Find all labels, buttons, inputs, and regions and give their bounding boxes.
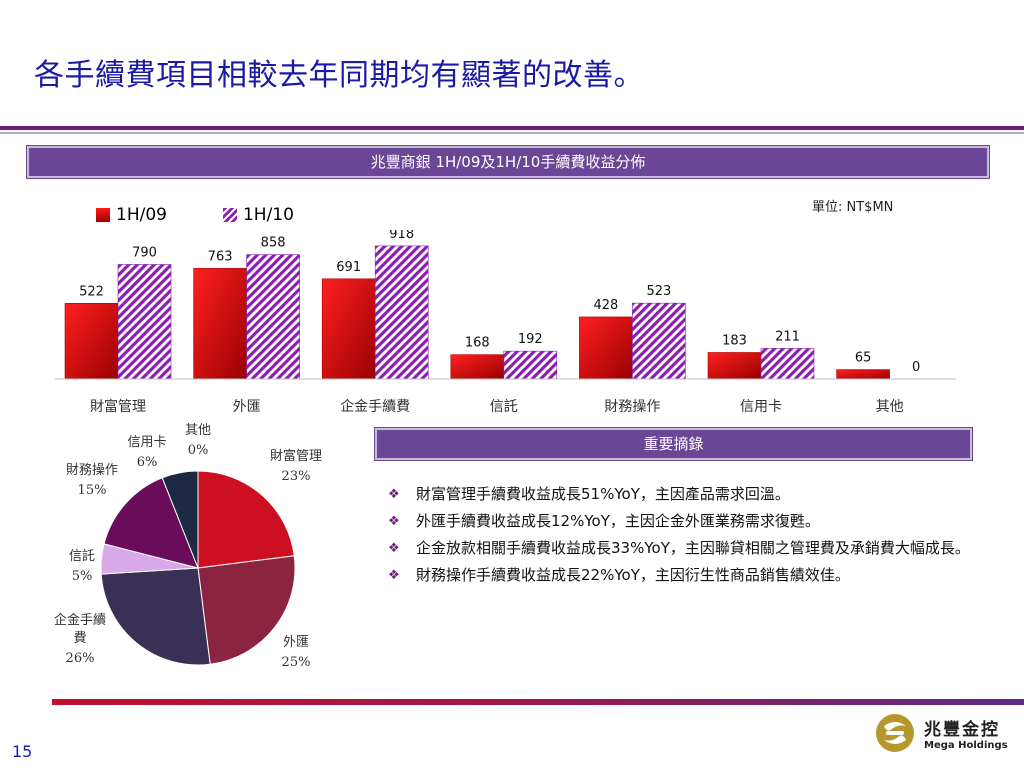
data-label-1H09-3: 168 (465, 336, 490, 351)
bar-1H10-0 (117, 264, 172, 380)
category-label: 財富管理 (90, 398, 146, 415)
summary-list: ❖ 財富管理手續費收益成長51%YoY，主因產品需求回溫。 ❖ 外匯手續費收益成長1… (388, 484, 998, 592)
category-label: 企金手續費 (340, 398, 410, 415)
diamond-bullet-icon: ❖ (388, 514, 400, 529)
pie-slice (197, 470, 295, 569)
pie-slice-label: 企金手續 (54, 612, 106, 628)
data-label-1H10-6: 0 (912, 360, 920, 375)
logo-name-en: Mega Holdings (924, 740, 1008, 751)
title-divider-thin (0, 132, 1024, 134)
bar-1H09-6 (836, 369, 890, 380)
bar-chart-header: 兆豐商銀 1H/09及1H/10手續費收益分佈 (26, 145, 990, 179)
footer-bar (52, 699, 1024, 705)
summary-item-text: 外匯手續費收益成長12%YoY，主因企金外匯業務需求復甦。 (416, 512, 820, 530)
bar-1H09-3 (450, 354, 505, 380)
pie-slice-label: 財富管理 (270, 448, 322, 464)
pie-slice (197, 555, 296, 665)
data-label-1H10-0: 790 (132, 245, 157, 260)
data-label-1H10-4: 523 (646, 284, 671, 299)
legend-item-1h10: 1H/10 (222, 205, 294, 225)
bar-1H10-1 (246, 254, 300, 380)
pie-slice (103, 477, 199, 569)
data-label-1H09-5: 183 (722, 333, 747, 348)
unit-label: 單位: NT$MN (812, 200, 894, 215)
bar-1H09-4 (579, 316, 633, 380)
bar-1H10-2 (374, 245, 429, 380)
summary-item: ❖ 外匯手續費收益成長12%YoY，主因企金外匯業務需求復甦。 (388, 511, 998, 532)
summary-item-text: 財務操作手續費收益成長22%YoY，主因衍生性商品銷售績效佳。 (416, 566, 850, 584)
data-label-1H10-5: 211 (775, 329, 800, 344)
summary-item: ❖ 財務操作手續費收益成長22%YoY，主因衍生性商品銷售績效佳。 (388, 565, 998, 586)
data-label-1H10-3: 192 (518, 332, 543, 347)
data-label-1H09-0: 522 (79, 284, 104, 299)
pie-slice (161, 470, 199, 569)
pie-slice-percent: 15% (78, 483, 107, 498)
bar-1H10-4 (632, 302, 686, 380)
summary-item: ❖ 企金放款相關手續費收益成長33%YoY，主因聯貸相關之管理費及承銷費大幅成長。 (388, 538, 998, 559)
category-label: 外匯 (233, 399, 261, 415)
data-label-1H09-6: 65 (855, 351, 872, 366)
pie-slice (100, 567, 211, 666)
bar-1H10-3 (503, 350, 558, 380)
summary-item-text: 財富管理手續費收益成長51%YoY，主因產品需求回溫。 (416, 485, 790, 503)
diamond-bullet-icon: ❖ (388, 568, 400, 583)
legend-item-1h09: 1H/09 (96, 205, 167, 225)
data-label-1H09-2: 691 (336, 260, 361, 275)
slide-title: 各手續費項目相較去年同期均有顯著的改善。 (34, 58, 644, 93)
summary-item: ❖ 財富管理手續費收益成長51%YoY，主因產品需求回溫。 (388, 484, 998, 505)
legend-swatch-1h09 (96, 208, 110, 222)
pie-chart: 財富管理 23% 外匯 25% 企金手續費 26% 信託 5% 財務操作 15% 信用卡 6% 其他 0% (54, 423, 322, 670)
category-label: 信託 (490, 399, 518, 415)
bar-1H09-1 (193, 268, 247, 380)
bar-1H09-2 (321, 278, 376, 380)
page-number: 15 (12, 742, 33, 761)
bar-chart-legend: 1H/09 1H/10 (96, 205, 294, 225)
pie-slice-percent: 5% (72, 569, 93, 584)
bar-1H10-5 (760, 348, 815, 380)
pie-slice-percent: 6% (137, 455, 158, 470)
pie-slice-label: 信託 (69, 548, 95, 564)
summary-header: 重要摘錄 (374, 427, 973, 461)
pie-slice-percent: 26% (66, 651, 95, 666)
category-label: 財務操作 (604, 399, 660, 415)
legend-label-1h10: 1H/10 (242, 205, 294, 225)
diamond-bullet-icon: ❖ (388, 487, 400, 502)
pie-slice-label: 其他 (185, 423, 211, 438)
bar-1H09-0 (64, 303, 119, 380)
bar-1H09-5 (707, 352, 762, 380)
pie-slice-label: 外匯 (283, 635, 309, 650)
diamond-bullet-icon: ❖ (388, 541, 400, 556)
logo-mark-icon (876, 714, 914, 752)
logo-name-cn: 兆豐金控 (924, 720, 1000, 740)
company-logo: 兆豐金控 Mega Holdings (874, 712, 1008, 754)
data-label-1H09-1: 763 (208, 249, 233, 264)
pie-slice-label: 信用卡 (127, 435, 166, 450)
data-label-1H10-1: 858 (261, 236, 286, 251)
data-label-1H10-2: 918 (389, 230, 414, 242)
pie-slice-label: 費 (73, 631, 86, 646)
summary-item-text: 企金放款相關手續費收益成長33%YoY，主因聯貸相關之管理費及承銷費大幅成長。 (416, 539, 970, 557)
title-divider (0, 126, 1024, 130)
pie-slice-label: 財務操作 (66, 462, 118, 478)
bar-chart: 522 790 財富管理 763 858 外匯 691 918 企金手續費 168 192 信託 428… (55, 230, 956, 415)
pie-slice-percent: 0% (188, 443, 209, 458)
legend-label-1h09: 1H/09 (116, 205, 167, 225)
pie-slice-percent: 25% (282, 655, 311, 670)
pie-slice-percent: 23% (282, 469, 311, 484)
legend-swatch-1h10 (222, 208, 237, 222)
data-label-1H09-4: 428 (593, 298, 618, 313)
category-label: 其他 (876, 399, 904, 415)
category-label: 信用卡 (740, 399, 782, 415)
